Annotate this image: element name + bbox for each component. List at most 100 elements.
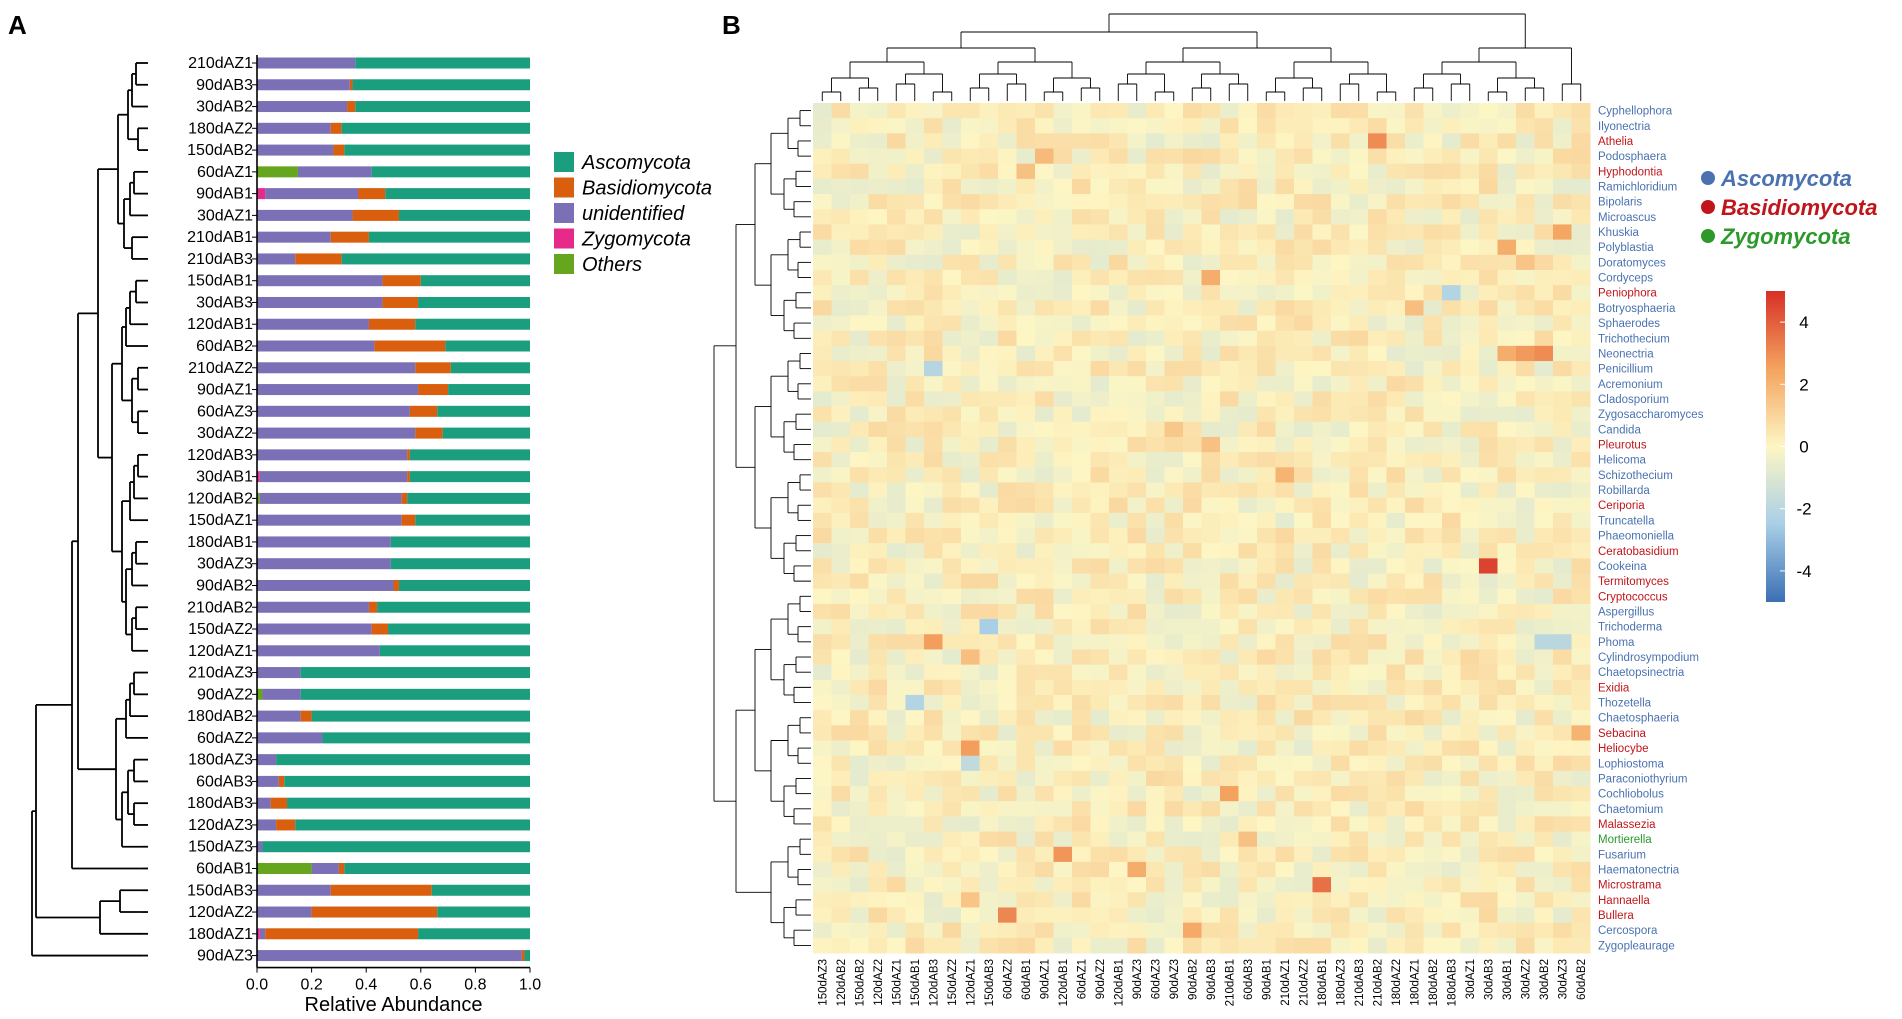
heatmap-cell [1257,315,1276,332]
heatmap-cell [1072,436,1091,453]
heatmap-cell [1405,133,1424,150]
heatmap-cell [1516,391,1535,408]
heatmap-cell [1201,588,1221,605]
heatmap-cell [1238,315,1258,332]
bar-segment-ascomycota [437,405,530,417]
heatmap-cell [1035,148,1054,165]
heatmap-cell [1035,467,1054,483]
heatmap-cell [1497,330,1517,347]
heatmap-cell [1127,801,1147,817]
heatmap-cell [1238,118,1258,134]
heatmap-cell [813,710,832,726]
heatmap-cell [924,345,943,362]
phylum-dot [1701,200,1715,214]
heatmap-cell [1442,907,1461,924]
heatmap-cell [1553,861,1572,878]
heatmap-cell [1331,831,1350,848]
heatmap-cell [1405,619,1424,635]
heatmap-cell [924,163,943,180]
heatmap-cell [1479,694,1498,711]
heatmap-cell [1127,740,1147,757]
heatmap-cell [1257,239,1276,256]
heatmap-cell [1109,452,1128,468]
heatmap-cell [1497,528,1517,544]
heatmap-cell [868,588,888,605]
heatmap-cell [1571,543,1591,559]
heatmap-cell [1294,573,1313,590]
bar-segment-ascomycota [276,754,530,766]
heatmap-cell [1571,861,1591,878]
heatmap-cell [961,846,980,863]
heatmap-cell [1368,497,1387,514]
heatmap-cell [1460,603,1480,620]
heatmap-cell [1571,755,1591,772]
heatmap-cell [1349,345,1369,362]
heatmap-cell [1016,391,1036,408]
heatmap-cell [850,133,869,150]
heatmap-cell [979,619,999,635]
x-tick-label: 0.4 [355,977,377,994]
heatmap-cell [1201,801,1221,817]
heatmap-cell [1090,133,1110,150]
heatmap-cell [887,740,906,757]
heatmap-cell [1053,694,1073,711]
heatmap-cell [1349,421,1369,438]
heatmap-cell [1146,755,1165,772]
heatmap-cell [1294,436,1313,453]
heatmap-cell [868,194,888,210]
heatmap-cell [1534,588,1554,605]
phylum-legend-label: Ascomycota [1720,166,1852,191]
heatmap-cell [868,922,888,939]
heatmap-cell [1275,512,1295,529]
heatmap-cell [1516,755,1535,772]
heatmap-cell [1109,300,1128,316]
heatmap-cell [1127,664,1147,681]
heatmap-row-label: Chaetomium [1598,804,1663,816]
heatmap-cell [1146,406,1165,423]
heatmap-cell [1053,816,1073,833]
heatmap-cell [1331,497,1350,514]
heatmap-column-label: 120dAZ1 [965,959,977,1006]
heatmap-cell [1072,376,1091,392]
heatmap-cell [961,634,980,650]
heatmap-cell [1238,846,1258,863]
heatmap-cell [961,786,980,802]
heatmap-cell [1294,103,1313,119]
heatmap-cell [1201,573,1221,590]
bar-segment-ascomycota [355,57,530,69]
heatmap-cell [1423,664,1443,681]
heatmap-cell [1109,649,1128,666]
heatmap-cell [1294,239,1313,256]
phylum-legend-label: Zygomycota [1720,224,1851,249]
heatmap-cell [1442,740,1461,757]
heatmap-cell [1220,269,1239,286]
heatmap-cell [979,664,999,681]
heatmap-cell [1312,330,1332,347]
heatmap-cell [1349,603,1369,620]
heatmap-cell [1109,133,1128,150]
heatmap-cell [942,391,962,408]
heatmap-cell [1072,269,1091,286]
heatmap-cell [1386,194,1406,210]
heatmap-row-label: Thozetella [1598,698,1652,710]
heatmap-cell [1479,892,1498,908]
heatmap-cell [1294,421,1313,438]
heatmap-cell [1497,103,1517,119]
heatmap-cell [850,786,869,802]
heatmap-cell [1053,528,1073,544]
heatmap-cell [942,816,962,833]
heatmap-cell [1331,786,1350,802]
heatmap-cell [1423,452,1443,468]
bar-segment-unidentified [257,950,522,962]
heatmap-cell [979,103,999,119]
heatmap-cell [1386,816,1406,833]
heatmap-cell [961,816,980,833]
heatmap-cell [831,543,851,559]
heatmap-cell [905,573,925,590]
heatmap-cell [1238,421,1258,438]
heatmap-cell [1571,528,1591,544]
heatmap-cell [1294,452,1313,468]
heatmap-row-label: Cordyceps [1598,273,1653,285]
heatmap-cell [1164,391,1184,408]
bar-label: 90dAB3 [196,77,253,94]
